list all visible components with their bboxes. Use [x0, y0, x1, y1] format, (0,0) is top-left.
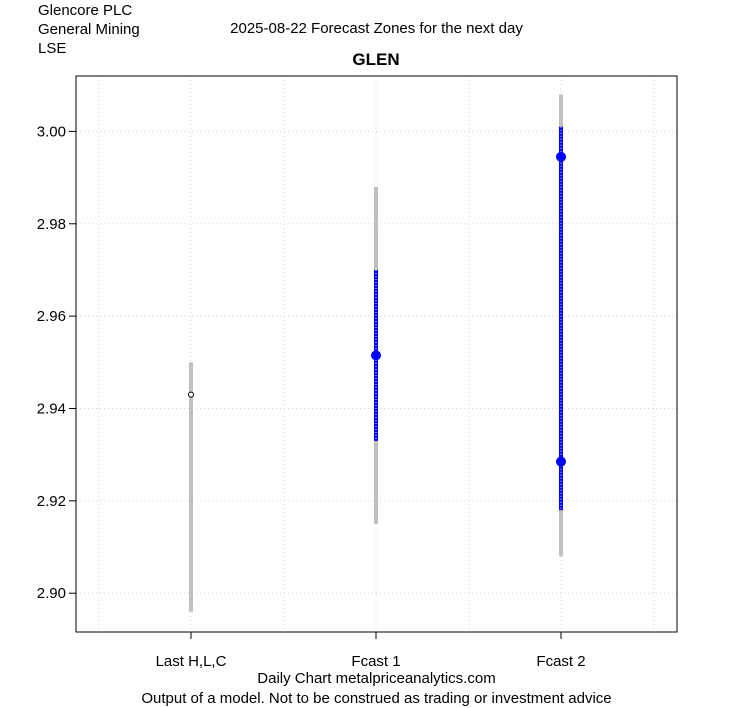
y-tick-label: 2.98: [37, 216, 66, 233]
forecast-point: [371, 350, 381, 361]
y-tick-label: 3.00: [37, 123, 66, 140]
y-tick-label: 2.94: [37, 400, 66, 417]
x-tick-label: Fcast 2: [536, 653, 585, 670]
chart-title: GLEN: [352, 50, 399, 69]
y-tick-label: 2.92: [37, 493, 66, 510]
footer-source: Daily Chart metalpriceanalytics.com: [257, 670, 496, 687]
forecast-point: [556, 456, 566, 467]
y-tick-label: 2.96: [37, 308, 66, 325]
sector-label: General Mining: [38, 21, 140, 38]
footer-disclaimer: Output of a model. Not to be construed a…: [141, 690, 612, 707]
exchange-label: LSE: [38, 40, 67, 57]
forecast-title: 2025-08-22 Forecast Zones for the next d…: [230, 20, 523, 37]
x-tick-label: Last H,L,C: [156, 653, 227, 670]
company-name: Glencore PLC: [38, 2, 133, 19]
forecast-point: [556, 151, 566, 162]
y-tick-label: 2.90: [37, 585, 66, 602]
last-close-point: [188, 391, 194, 398]
x-tick-label: Fcast 1: [351, 653, 400, 670]
